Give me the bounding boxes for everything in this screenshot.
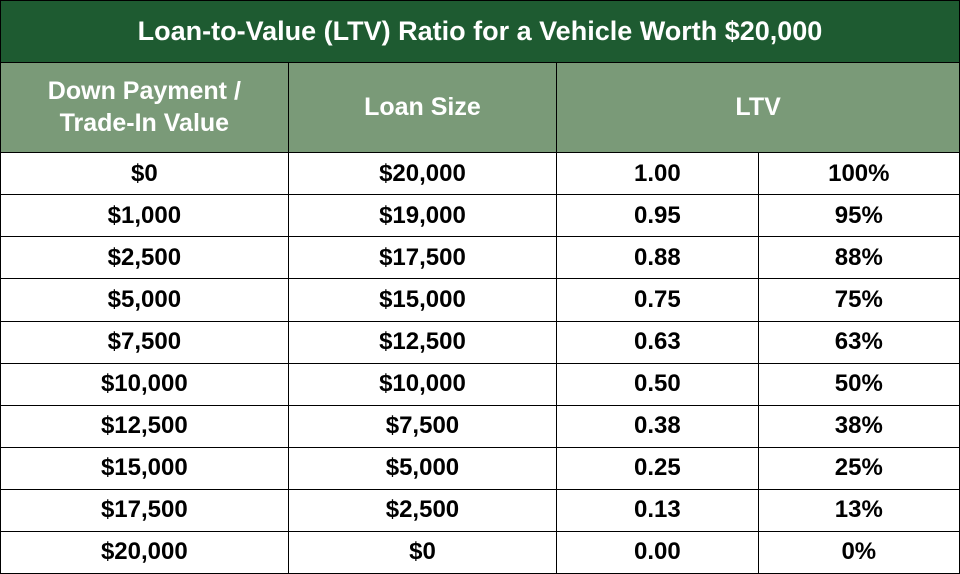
- cell-ratio: 1.00: [557, 153, 758, 195]
- cell-ratio: 0.38: [557, 405, 758, 447]
- cell-pct: 63%: [758, 321, 959, 363]
- cell-down: $20,000: [1, 531, 289, 573]
- header-ltv: LTV: [557, 63, 960, 153]
- cell-pct: 50%: [758, 363, 959, 405]
- cell-down: $2,500: [1, 237, 289, 279]
- table-row: $0 $20,000 1.00 100%: [1, 153, 960, 195]
- cell-loan: $0: [288, 531, 557, 573]
- cell-loan: $2,500: [288, 489, 557, 531]
- header-row: Down Payment /Trade-In Value Loan Size L…: [1, 63, 960, 153]
- cell-loan: $20,000: [288, 153, 557, 195]
- cell-ratio: 0.25: [557, 447, 758, 489]
- header-loan-size: Loan Size: [288, 63, 557, 153]
- cell-ratio: 0.75: [557, 279, 758, 321]
- table-title: Loan-to-Value (LTV) Ratio for a Vehicle …: [1, 1, 960, 63]
- cell-loan: $7,500: [288, 405, 557, 447]
- cell-down: $5,000: [1, 279, 289, 321]
- cell-pct: 0%: [758, 531, 959, 573]
- table-row: $1,000 $19,000 0.95 95%: [1, 195, 960, 237]
- cell-pct: 25%: [758, 447, 959, 489]
- header-down-payment: Down Payment /Trade-In Value: [1, 63, 289, 153]
- cell-down: $17,500: [1, 489, 289, 531]
- cell-ratio: 0.88: [557, 237, 758, 279]
- cell-pct: 75%: [758, 279, 959, 321]
- cell-down: $1,000: [1, 195, 289, 237]
- cell-loan: $12,500: [288, 321, 557, 363]
- table-row: $20,000 $0 0.00 0%: [1, 531, 960, 573]
- cell-ratio: 0.13: [557, 489, 758, 531]
- cell-down: $7,500: [1, 321, 289, 363]
- table-row: $7,500 $12,500 0.63 63%: [1, 321, 960, 363]
- cell-loan: $15,000: [288, 279, 557, 321]
- cell-pct: 88%: [758, 237, 959, 279]
- cell-pct: 38%: [758, 405, 959, 447]
- table-row: $12,500 $7,500 0.38 38%: [1, 405, 960, 447]
- cell-ratio: 0.50: [557, 363, 758, 405]
- cell-ratio: 0.63: [557, 321, 758, 363]
- cell-ratio: 0.95: [557, 195, 758, 237]
- cell-pct: 95%: [758, 195, 959, 237]
- cell-pct: 100%: [758, 153, 959, 195]
- table-row: $2,500 $17,500 0.88 88%: [1, 237, 960, 279]
- table-row: $17,500 $2,500 0.13 13%: [1, 489, 960, 531]
- ltv-table-container: Loan-to-Value (LTV) Ratio for a Vehicle …: [0, 0, 960, 574]
- cell-down: $12,500: [1, 405, 289, 447]
- table-row: $15,000 $5,000 0.25 25%: [1, 447, 960, 489]
- cell-loan: $19,000: [288, 195, 557, 237]
- cell-loan: $10,000: [288, 363, 557, 405]
- cell-loan: $5,000: [288, 447, 557, 489]
- cell-down: $15,000: [1, 447, 289, 489]
- cell-loan: $17,500: [288, 237, 557, 279]
- table-row: $10,000 $10,000 0.50 50%: [1, 363, 960, 405]
- cell-down: $0: [1, 153, 289, 195]
- cell-ratio: 0.00: [557, 531, 758, 573]
- cell-pct: 13%: [758, 489, 959, 531]
- cell-down: $10,000: [1, 363, 289, 405]
- title-row: Loan-to-Value (LTV) Ratio for a Vehicle …: [1, 1, 960, 63]
- ltv-table: Loan-to-Value (LTV) Ratio for a Vehicle …: [0, 0, 960, 574]
- table-row: $5,000 $15,000 0.75 75%: [1, 279, 960, 321]
